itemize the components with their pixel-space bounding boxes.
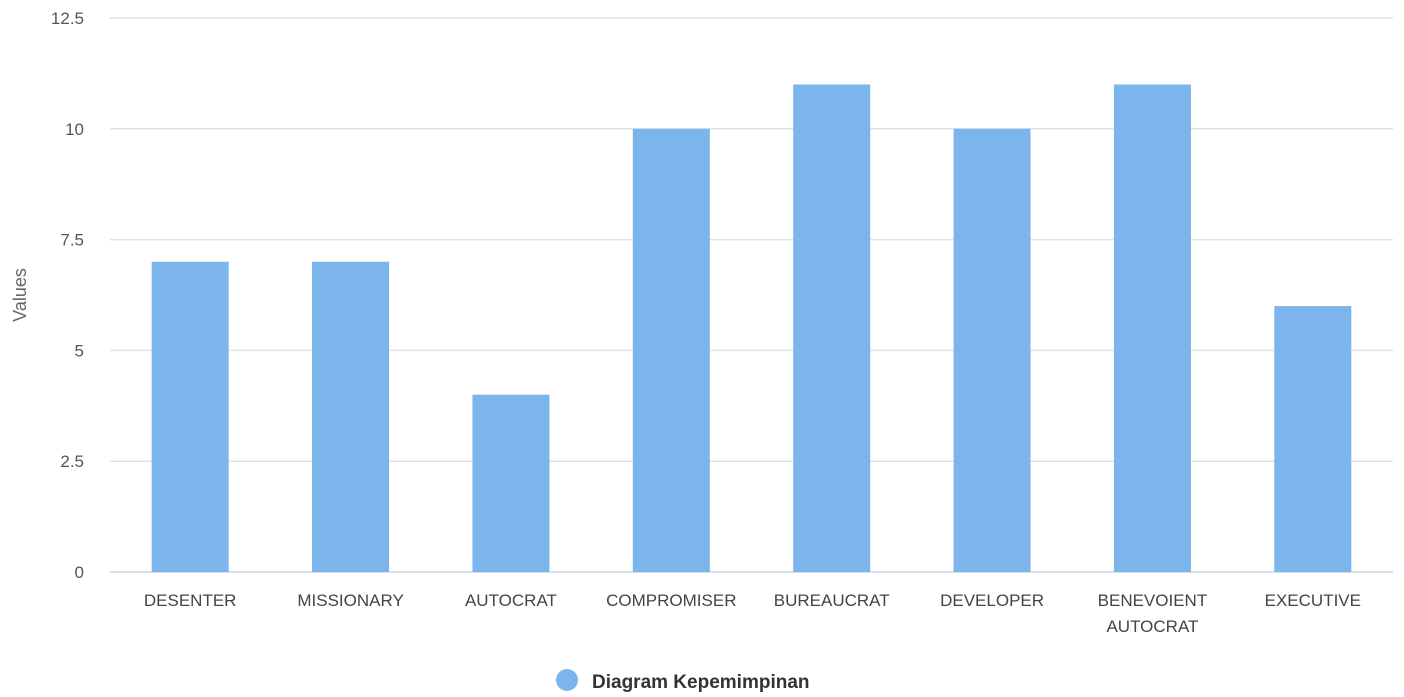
bar[interactable]: [1113, 84, 1191, 572]
x-axis-labels: DESENTER MISSIONARY AUTOCRAT COMPROMISER BUR…: [144, 591, 1361, 636]
bar[interactable]: [793, 84, 871, 572]
legend-swatch[interactable]: [556, 669, 578, 691]
x-tick-label: AUTOCRAT: [465, 591, 557, 610]
y-tick-label: 10: [65, 120, 84, 139]
y-tick-label: 2.5: [60, 452, 84, 471]
x-tick-label: BENEVOIENT AUTOCRAT: [1098, 591, 1208, 636]
grid-lines: [110, 17, 1393, 573]
x-tick-label: EXECUTIVE: [1265, 591, 1361, 610]
bars: [151, 84, 1352, 573]
x-tick-label: MISSIONARY: [297, 591, 403, 610]
x-tick-label: BUREAUCRAT: [774, 591, 890, 610]
bar[interactable]: [151, 261, 229, 572]
bar[interactable]: [953, 128, 1031, 573]
y-tick-label: 5: [75, 341, 84, 360]
y-tick-label: 0: [75, 563, 84, 582]
legend[interactable]: Diagram Kepemimpinan: [556, 669, 810, 693]
bar[interactable]: [632, 128, 710, 573]
x-tick-label: COMPROMISER: [606, 591, 736, 610]
x-tick-label: DESENTER: [144, 591, 237, 610]
bar[interactable]: [312, 261, 390, 572]
y-axis-title: Values: [10, 268, 30, 322]
y-tick-label: 7.5: [60, 231, 84, 250]
x-tick-label: DEVELOPER: [940, 591, 1044, 610]
bar[interactable]: [1274, 306, 1352, 572]
y-axis-ticks: 0 2.5 5 7.5 10 12.5: [51, 9, 84, 582]
y-tick-label: 12.5: [51, 9, 84, 28]
bar[interactable]: [472, 394, 550, 572]
legend-label[interactable]: Diagram Kepemimpinan: [592, 672, 810, 693]
